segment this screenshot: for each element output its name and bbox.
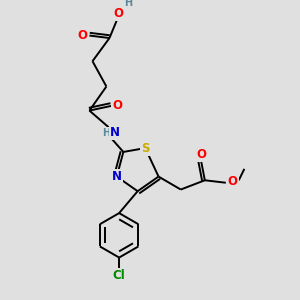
Text: H: H [124, 0, 132, 8]
Text: O: O [196, 148, 206, 161]
Text: S: S [141, 142, 149, 154]
Text: Cl: Cl [113, 269, 125, 282]
Text: O: O [114, 7, 124, 20]
Text: N: N [112, 170, 122, 183]
Text: O: O [112, 99, 122, 112]
Text: H: H [102, 128, 110, 138]
Text: N: N [110, 126, 120, 139]
Text: O: O [228, 175, 238, 188]
Text: O: O [78, 29, 88, 42]
